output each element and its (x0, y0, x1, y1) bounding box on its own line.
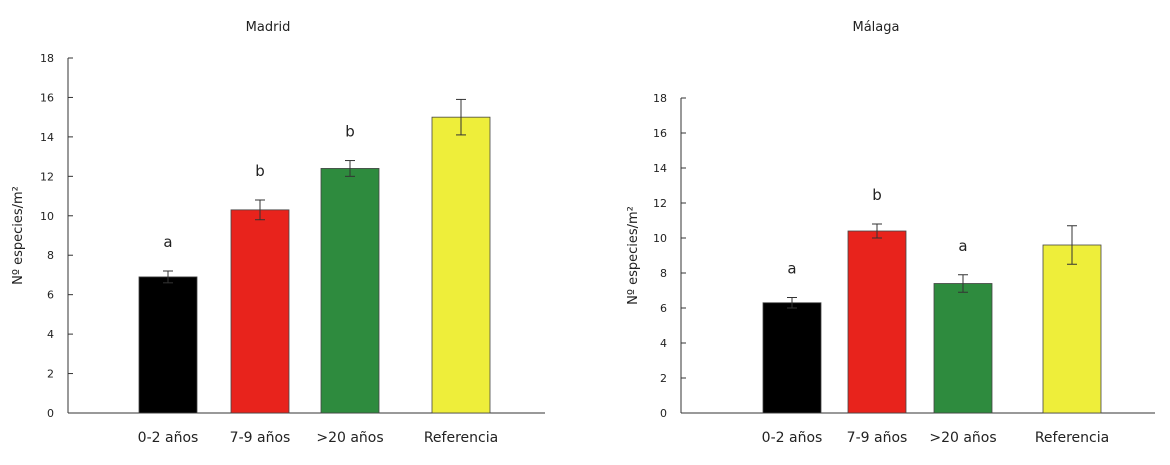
x-category-label: Referencia (424, 430, 498, 446)
y-tick-label: 2 (47, 368, 54, 381)
significance-label: b (872, 186, 882, 204)
y-axis-label: Nº especies/m² (626, 206, 641, 305)
y-tick-label: 14 (653, 162, 667, 175)
y-tick-label: 10 (40, 210, 54, 223)
significance-label: b (255, 162, 265, 180)
y-axis-label: Nº especies/m² (11, 186, 26, 285)
y-tick-label: 6 (660, 302, 667, 315)
chart-title: Málaga (853, 20, 900, 35)
bar-3 (320, 168, 380, 414)
y-tick-label: 2 (660, 372, 667, 385)
x-category-label: Referencia (1035, 430, 1109, 446)
bar-1 (138, 276, 198, 414)
y-tick-label: 10 (653, 232, 667, 245)
y-tick-label: 4 (660, 337, 667, 350)
y-tick-label: 12 (653, 197, 667, 210)
significance-label: a (958, 237, 967, 255)
bar-4 (431, 116, 491, 414)
x-category-label: >20 años (929, 430, 996, 446)
y-tick-label: 0 (47, 407, 54, 420)
chart-malaga: Málaga Nº especies/m² 0 2 4 6 8 10 12 14 16 18 a 0-2 … (626, 20, 1155, 446)
chart-title: Madrid (246, 20, 291, 35)
chart-madrid: Madrid Nº especies/m² 0 2 4 6 8 10 12 14 16 18 a 0-2 … (11, 20, 545, 446)
bar-1 (762, 302, 822, 414)
x-category-label: 7-9 años (230, 430, 291, 446)
y-tick-label: 18 (40, 52, 54, 65)
y-tick-label: 0 (660, 407, 667, 420)
bar-2 (847, 230, 907, 414)
y-tick-label: 14 (40, 131, 54, 144)
y-tick-label: 16 (40, 91, 54, 104)
y-tick-label: 8 (660, 267, 667, 280)
x-category-label: 0-2 años (138, 430, 199, 446)
y-tick-label: 16 (653, 127, 667, 140)
y-tick-label: 8 (47, 249, 54, 262)
x-category-label: >20 años (316, 430, 383, 446)
y-tick-label: 12 (40, 170, 54, 183)
bar-3 (933, 283, 993, 414)
significance-label: a (163, 233, 172, 251)
x-category-label: 0-2 años (762, 430, 823, 446)
y-tick-label: 6 (47, 289, 54, 302)
y-tick-label: 18 (653, 92, 667, 105)
y-tick-label: 4 (47, 328, 54, 341)
bar-4 (1042, 244, 1102, 414)
significance-label: a (787, 260, 796, 278)
x-category-label: 7-9 años (847, 430, 908, 446)
significance-label: b (345, 123, 355, 141)
bar-2 (230, 209, 290, 414)
